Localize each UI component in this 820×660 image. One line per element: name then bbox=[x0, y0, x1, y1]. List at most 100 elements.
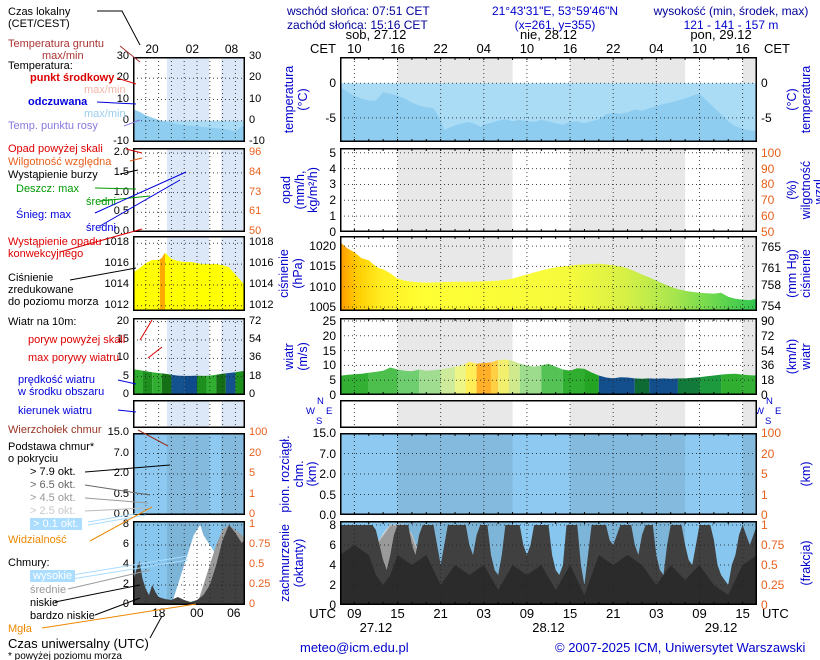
legend-item-29: > 4.5 okt. bbox=[30, 492, 76, 504]
main-okta-left-tick: 8 bbox=[329, 518, 336, 532]
main-pressure-left-tick: 1020 bbox=[309, 239, 336, 254]
main-precip-left-tick: 5 bbox=[329, 145, 336, 160]
mini-cloud-left-tick: 15.0 bbox=[107, 426, 129, 438]
main-cloud-left-tick: 0.0 bbox=[319, 508, 336, 522]
main-temp-left-tick: 0 bbox=[329, 76, 336, 91]
main-precip-left-tick: 1 bbox=[329, 209, 336, 224]
mini-temp bbox=[133, 57, 245, 143]
legend-item-19: poryw powyżej skali bbox=[28, 334, 126, 346]
axis-visibility-right: (km) widzialność bbox=[786, 433, 820, 515]
mini-temp-left-tick: 30 bbox=[116, 50, 129, 62]
mini-wind-left-tick: 0 bbox=[122, 388, 129, 400]
main-wind-right-tick: 36 bbox=[761, 358, 775, 373]
utc-label-right: UTC bbox=[762, 606, 789, 621]
mini-wind-right-tick: 18 bbox=[249, 369, 262, 382]
legend-item-23: kierunek wiatru bbox=[18, 405, 92, 417]
mini-pressure-right-tick: 1016 bbox=[249, 257, 274, 270]
ground-temp-label: Temperatura gruntu bbox=[8, 38, 104, 50]
utc-tick: 09 bbox=[692, 606, 707, 621]
mini-pressure-left-tick: 1014 bbox=[104, 277, 129, 290]
main-cloud-left-tick: 0.5 bbox=[319, 487, 336, 502]
mini-temp-right-tick: -10 bbox=[249, 135, 265, 147]
main-precip-right-tick: 80 bbox=[761, 177, 775, 192]
legend-item-7: Wilgotność względna bbox=[8, 156, 112, 168]
main-okta-left-tick: 0 bbox=[329, 598, 336, 612]
mini-cloud-right-tick: 100 bbox=[249, 426, 268, 438]
mini-cloud-right-tick: 1 bbox=[249, 487, 256, 500]
compass-w: W bbox=[306, 406, 315, 417]
local-time-label: Czas lokalny bbox=[8, 6, 71, 18]
mini-wind-left-tick: 20 bbox=[116, 314, 129, 327]
legend-item-5: Temp. punktu rosy bbox=[8, 120, 98, 132]
utc-tick: 21 bbox=[605, 606, 621, 621]
compass-w: W bbox=[755, 406, 764, 417]
utc-label-left: UTC bbox=[309, 606, 336, 621]
mini-precip-left-tick: 2.0 bbox=[113, 146, 129, 159]
mini-precip-right-tick: 73 bbox=[249, 185, 262, 198]
axis-temperature-left: temperatura (°C) bbox=[282, 65, 310, 134]
axis-humidity-right: (%) wilgotność wzgl. bbox=[785, 160, 820, 220]
main-cloud-left-tick: 2.0 bbox=[319, 467, 336, 481]
legend-item-31: > 0.1 okt. bbox=[30, 518, 82, 530]
mini-cloud-right-tick: 0 bbox=[249, 508, 256, 520]
main-okta-right-tick: 1 bbox=[761, 518, 768, 532]
mini-okta-left-tick: 4 bbox=[122, 558, 129, 570]
mini-cloud-right-tick: 5 bbox=[249, 467, 256, 479]
mini-okta-right-tick: 1 bbox=[249, 518, 256, 530]
legend-item-10: średni bbox=[86, 196, 116, 208]
legend-item-22: w środku obszaru bbox=[18, 386, 105, 398]
cet-tick: 04 bbox=[649, 41, 664, 56]
cet-tick: 22 bbox=[433, 41, 448, 56]
cet-label-right: CET bbox=[764, 41, 790, 56]
mini-pressure-left-tick: 1016 bbox=[104, 257, 129, 270]
legend-item-15: Ciśnienie bbox=[8, 272, 54, 284]
utc-tick: 09 bbox=[519, 606, 535, 621]
main-wind-right-tick: 90 bbox=[761, 313, 775, 328]
mini-precip-right-tick: 50 bbox=[249, 225, 262, 237]
legend-item-25: Podstawa chmur* bbox=[8, 441, 95, 453]
main-wind bbox=[339, 318, 758, 395]
cet-tick: 10 bbox=[519, 41, 535, 56]
legend-item-11: Śnieg: max bbox=[16, 209, 72, 221]
main-pressure-right-tick: 754 bbox=[761, 299, 782, 314]
utc-tick: 21 bbox=[433, 606, 448, 621]
mini-okta-left-tick: 0 bbox=[122, 598, 129, 610]
main-okta-right-tick: 0.5 bbox=[761, 558, 778, 572]
day-label: nie, 28.12 bbox=[519, 27, 578, 42]
altitude-value: 121 - 141 - 157 m bbox=[683, 18, 779, 32]
main-cloud-right-tick: 0 bbox=[761, 508, 768, 522]
legend-item-18: Wiatr na 10m: bbox=[8, 316, 77, 328]
legend-item-37: bardzo niskie bbox=[30, 610, 95, 622]
legend-item-3: odczuwana bbox=[28, 96, 88, 108]
main-precip-right-tick: 100 bbox=[761, 145, 782, 160]
legend-item-33: Chmury: bbox=[8, 557, 50, 569]
main-precip-left-tick: 3 bbox=[329, 177, 336, 192]
mini-temp-left-tick: 10 bbox=[116, 92, 129, 105]
main-okta-right-tick: 0.25 bbox=[761, 578, 785, 592]
legend-item-16: zredukowane bbox=[8, 284, 74, 296]
mini-wind-right-tick: 54 bbox=[249, 333, 262, 345]
contact-email-link[interactable]: meteo@icm.edu.pl bbox=[300, 640, 409, 655]
mini-utc-tick: 00 bbox=[190, 606, 204, 620]
local-time-label2: (CET/CEST) bbox=[8, 18, 70, 30]
legend-item-13: Wystąpienie opadu bbox=[8, 236, 102, 248]
main-wind-right-tick: 72 bbox=[761, 328, 775, 343]
mini-utc-tick: 06 bbox=[227, 606, 241, 620]
mini-wind-right-tick: 36 bbox=[249, 351, 262, 364]
compass-s: S bbox=[765, 416, 772, 427]
legend-item-20: max porywy wiatru bbox=[28, 352, 120, 364]
legend-item-26: o pokryciu bbox=[8, 453, 59, 465]
legend-item-34: wysokie bbox=[30, 570, 76, 582]
axis-pressure-right: (mm Hg) ciśnienie bbox=[785, 249, 813, 298]
main-precip-right-tick: 50 bbox=[761, 225, 775, 239]
mini-dir bbox=[133, 400, 245, 428]
axis-visibility-unit: (km) bbox=[798, 461, 813, 487]
main-precip bbox=[339, 148, 758, 232]
legend-item-36: niskie bbox=[30, 597, 59, 609]
legend-item-12: średni bbox=[86, 222, 116, 234]
main-precip-left-tick: 2 bbox=[329, 193, 336, 208]
mini-okta-right-tick: 0 bbox=[249, 598, 256, 610]
mini-cloud-right-tick: 20 bbox=[249, 446, 262, 459]
main-precip-right-tick: 70 bbox=[761, 193, 775, 208]
compass-e: E bbox=[775, 406, 782, 417]
